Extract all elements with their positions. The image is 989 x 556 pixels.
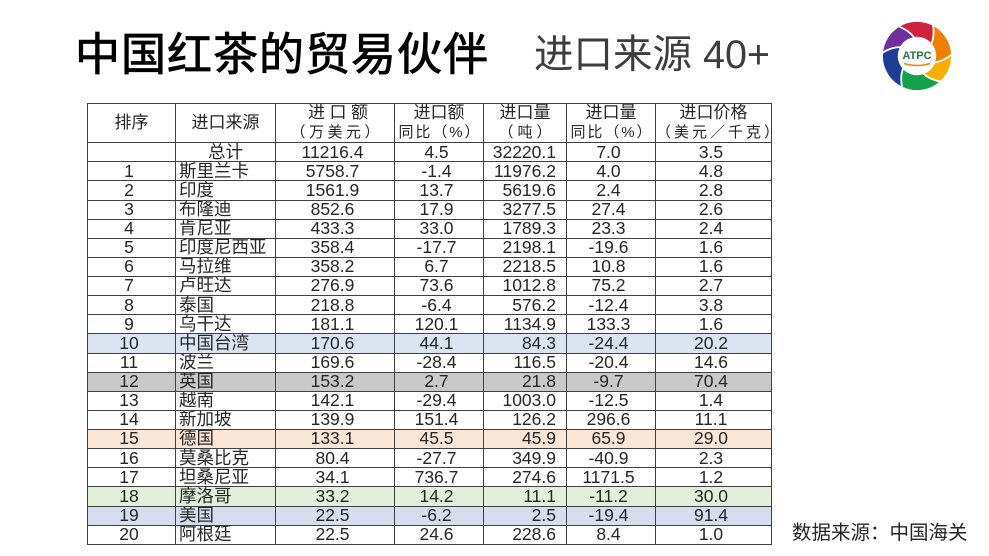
svg-text:ATPC: ATPC bbox=[902, 50, 931, 62]
